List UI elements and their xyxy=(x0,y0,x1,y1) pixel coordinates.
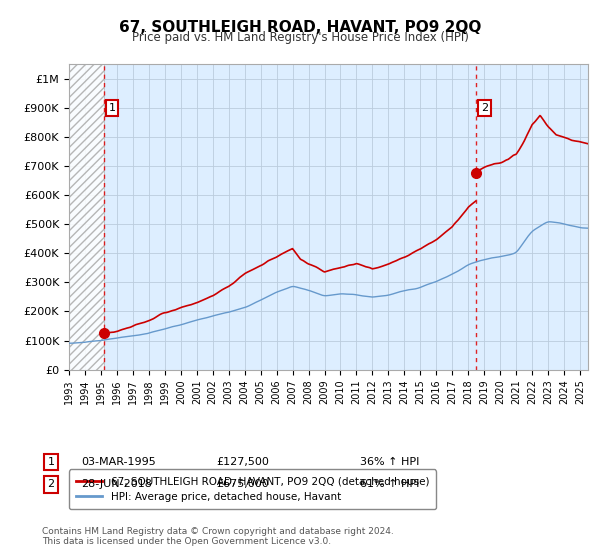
Text: 1: 1 xyxy=(47,457,55,467)
Text: 61% ↑ HPI: 61% ↑ HPI xyxy=(360,479,419,489)
Text: 2: 2 xyxy=(47,479,55,489)
Text: 36% ↑ HPI: 36% ↑ HPI xyxy=(360,457,419,467)
Legend: 67, SOUTHLEIGH ROAD, HAVANT, PO9 2QQ (detached house), HPI: Average price, detac: 67, SOUTHLEIGH ROAD, HAVANT, PO9 2QQ (de… xyxy=(69,469,436,509)
Text: 2: 2 xyxy=(481,103,488,113)
Text: 67, SOUTHLEIGH ROAD, HAVANT, PO9 2QQ: 67, SOUTHLEIGH ROAD, HAVANT, PO9 2QQ xyxy=(119,20,481,35)
Text: £127,500: £127,500 xyxy=(216,457,269,467)
Text: Contains HM Land Registry data © Crown copyright and database right 2024.
This d: Contains HM Land Registry data © Crown c… xyxy=(42,526,394,546)
Text: £675,000: £675,000 xyxy=(216,479,269,489)
Text: 28-JUN-2018: 28-JUN-2018 xyxy=(81,479,152,489)
Text: Price paid vs. HM Land Registry's House Price Index (HPI): Price paid vs. HM Land Registry's House … xyxy=(131,31,469,44)
Text: 1: 1 xyxy=(109,103,115,113)
Bar xyxy=(69,64,104,370)
Text: 03-MAR-1995: 03-MAR-1995 xyxy=(81,457,156,467)
